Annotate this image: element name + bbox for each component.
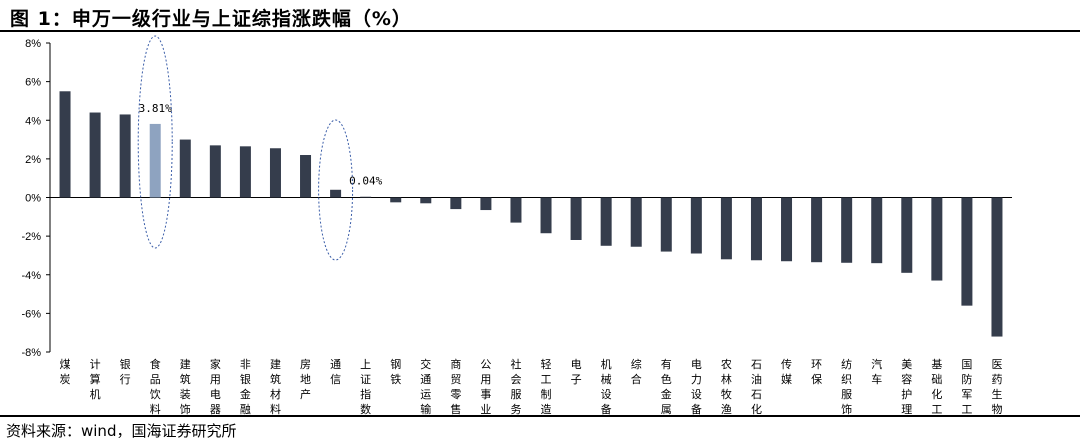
x-tick-label: 公用事业 — [480, 358, 491, 415]
bar — [330, 189, 342, 198]
bar — [720, 197, 732, 260]
bar — [179, 139, 191, 198]
y-tick-label: 4% — [25, 115, 41, 127]
bar-chart: 8% 6% 4% 2% 0% -2% -4% -6% -8% 煤炭 计算机 银行 食品饮料 建筑装饰 家用电… — [21, 35, 1012, 415]
bar — [59, 91, 71, 198]
bar — [750, 197, 762, 261]
bar — [89, 112, 101, 198]
x-tick-label: 商贸零售 — [450, 357, 461, 415]
bar — [269, 148, 281, 198]
bar — [600, 197, 612, 246]
bar — [811, 197, 823, 263]
y-tick-label: 0% — [25, 193, 41, 205]
x-tick-label: 社会服务 — [510, 357, 521, 415]
bar — [119, 114, 131, 198]
bar — [450, 197, 462, 210]
bar — [901, 197, 913, 273]
x-tick-label: 房地产 — [300, 358, 311, 401]
bar — [480, 197, 492, 211]
x-tick-label: 计算机 — [90, 358, 101, 401]
x-tick-label: 纺织服饰 — [841, 357, 852, 415]
x-tick-label: 汽车 — [871, 357, 882, 386]
bar — [660, 197, 672, 252]
bar — [300, 155, 312, 198]
bar — [781, 197, 793, 262]
x-tick-label: 建筑材料 — [270, 357, 281, 415]
x-tick-label: 食品饮料 — [150, 357, 161, 415]
x-tick-label: 国防军工 — [961, 358, 972, 415]
bar — [841, 197, 853, 263]
bar — [690, 197, 702, 254]
y-tick-label: -2% — [21, 231, 41, 243]
x-tick-label: 银行 — [120, 357, 131, 386]
x-tick-label: 医药生物 — [991, 358, 1002, 415]
y-tick-label: -6% — [21, 308, 41, 320]
bar — [540, 197, 552, 234]
x-tick-label: 机械设备 — [601, 357, 612, 415]
x-tick-label: 传媒 — [781, 358, 792, 386]
bar — [209, 145, 221, 198]
title-rule — [0, 30, 1080, 32]
bar — [239, 146, 251, 198]
y-tick-label: 2% — [25, 154, 41, 166]
x-tick-label: 轻工制造 — [541, 357, 552, 415]
x-tick-label: 通信 — [330, 358, 341, 386]
x-tick-label: 家用电器 — [210, 357, 221, 415]
bar — [961, 197, 973, 306]
x-tick-label: 环保 — [811, 358, 822, 386]
x-tick-label: 非银金融 — [240, 358, 251, 415]
bar — [570, 197, 582, 240]
bar — [360, 196, 372, 198]
y-tick-label: 6% — [25, 77, 41, 89]
bar — [510, 197, 522, 223]
source-rule — [0, 415, 1080, 417]
x-tick-label: 有色金属 — [661, 357, 672, 415]
data-label: 3.81% — [139, 102, 172, 115]
x-tick-label: 上证指数 — [360, 358, 371, 415]
chart-title: 图 1：申万一级行业与上证综指涨跌幅（%） — [10, 8, 412, 30]
bar — [991, 197, 1003, 337]
x-tick-label: 建筑装饰 — [180, 357, 191, 415]
x-tick-label: 美容护理 — [901, 358, 912, 415]
y-tick-label: -8% — [21, 347, 41, 359]
x-tick-label: 交通运输 — [420, 357, 431, 415]
x-tick-label: 基础化工 — [931, 358, 942, 415]
highlight-ellipse — [318, 119, 354, 261]
bar — [630, 197, 642, 247]
highlight-ellipse — [137, 35, 173, 249]
x-tick-label: 石油石化 — [751, 358, 762, 415]
y-tick-label: 8% — [25, 38, 41, 50]
bar — [149, 123, 161, 198]
x-tick-label: 综合 — [631, 357, 642, 386]
source-note: 资料来源：wind，国海证券研究所 — [6, 422, 237, 440]
y-tick-label: -4% — [21, 270, 41, 282]
bar — [871, 197, 883, 264]
x-tick-label: 农林牧渔 — [721, 357, 732, 415]
x-tick-label: 钢铁 — [390, 358, 401, 386]
bar — [390, 197, 402, 203]
bar — [420, 197, 432, 204]
x-tick-label: 电子 — [571, 358, 582, 386]
x-tick-label: 煤炭 — [60, 358, 71, 386]
data-label: 0.04% — [349, 175, 382, 188]
bar — [931, 197, 943, 281]
x-tick-label: 电力设备 — [691, 358, 702, 415]
